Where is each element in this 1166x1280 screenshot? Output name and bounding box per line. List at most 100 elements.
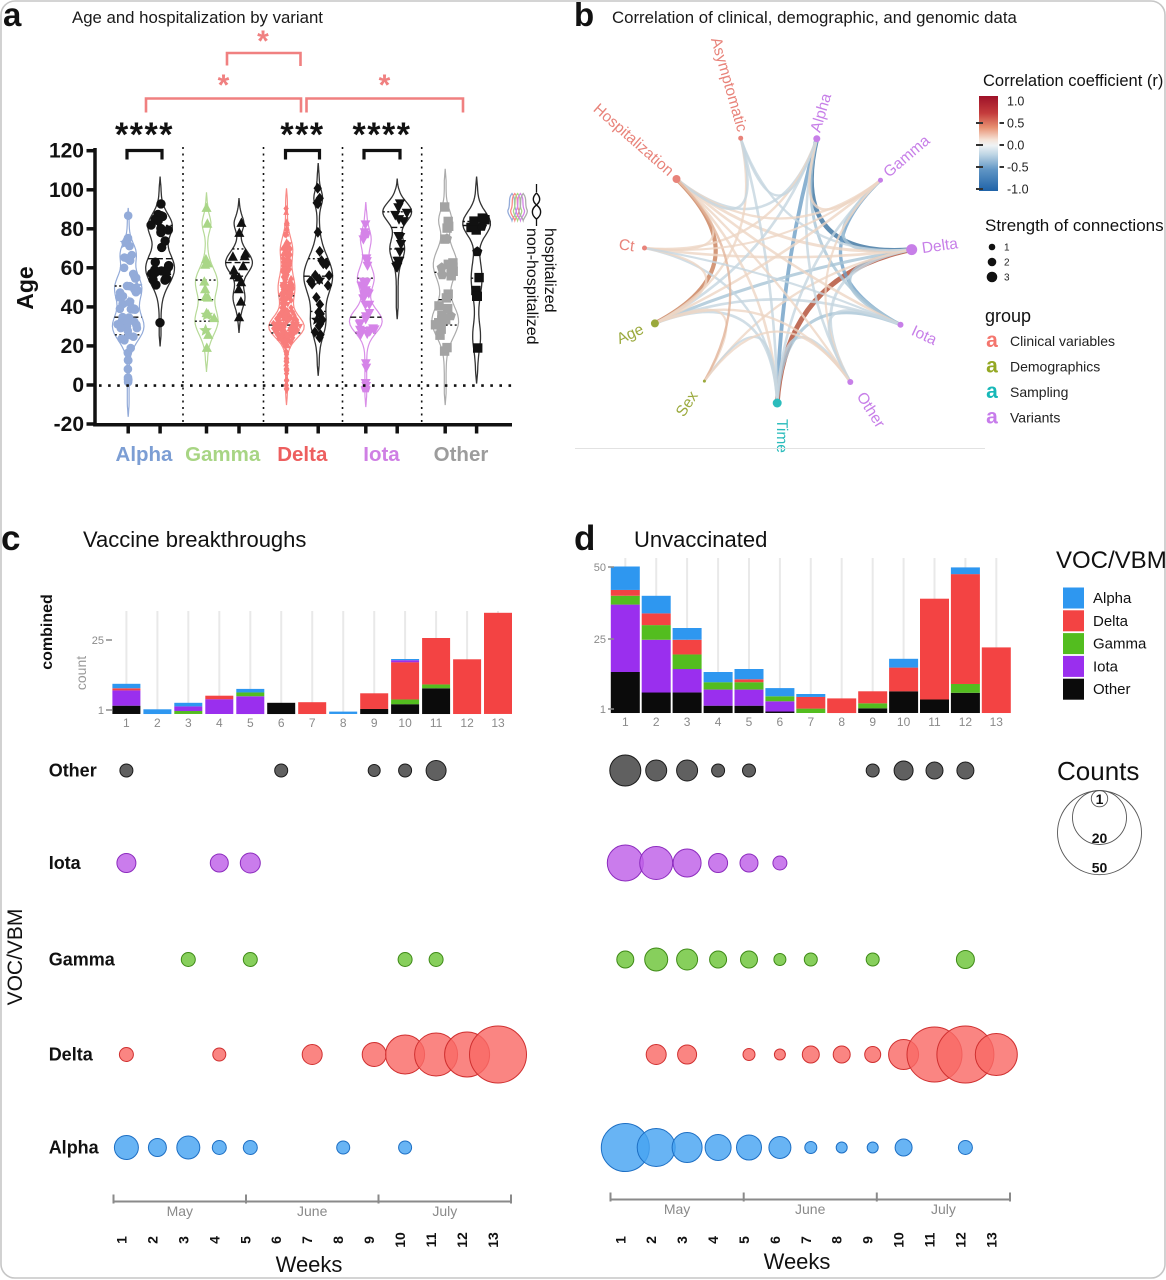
svg-text:June: June	[795, 1201, 826, 1217]
svg-text:Sampling: Sampling	[1010, 384, 1068, 400]
svg-text:1: 1	[612, 1236, 628, 1244]
svg-text:May: May	[167, 1203, 193, 1219]
svg-text:20: 20	[61, 335, 84, 358]
svg-text:5: 5	[736, 1236, 752, 1244]
svg-text:6: 6	[268, 1236, 284, 1244]
svg-text:11: 11	[922, 1232, 938, 1247]
svg-text:2: 2	[653, 715, 660, 729]
svg-text:a: a	[986, 355, 998, 378]
svg-text:4: 4	[705, 1236, 721, 1244]
svg-text:100: 100	[49, 179, 84, 202]
svg-text:-0.5: -0.5	[1007, 161, 1029, 175]
svg-text:0.5: 0.5	[1007, 117, 1024, 131]
svg-text:Delta: Delta	[921, 235, 960, 257]
svg-text:8: 8	[330, 1236, 346, 1244]
svg-text:c: c	[1, 519, 20, 558]
svg-text:3: 3	[185, 716, 192, 730]
svg-text:12: 12	[959, 715, 973, 729]
svg-text:a: a	[986, 406, 998, 429]
svg-text:3: 3	[674, 1236, 690, 1244]
svg-text:0.0: 0.0	[1007, 139, 1024, 153]
svg-text:4: 4	[715, 715, 722, 729]
svg-text:VOC/VBM: VOC/VBM	[4, 909, 27, 1006]
svg-text:50: 50	[594, 562, 606, 574]
svg-text:-1.0: -1.0	[1007, 183, 1029, 197]
svg-text:Iota: Iota	[363, 443, 400, 466]
svg-text:Other: Other	[1093, 681, 1131, 698]
svg-text:50: 50	[1092, 860, 1108, 876]
svg-text:12: 12	[952, 1232, 968, 1248]
svg-text:Iota: Iota	[49, 853, 82, 873]
svg-text:6: 6	[278, 716, 285, 730]
svg-text:1: 1	[600, 704, 606, 716]
svg-text:d: d	[574, 519, 595, 558]
svg-text:8: 8	[838, 715, 845, 729]
svg-text:3: 3	[1004, 273, 1010, 284]
svg-text:Age and hospitalization by var: Age and hospitalization by variant	[72, 8, 323, 27]
svg-text:4: 4	[206, 1236, 222, 1244]
svg-text:hospitalized: hospitalized	[541, 228, 558, 313]
svg-text:1: 1	[123, 716, 130, 730]
svg-text:Time: Time	[773, 419, 790, 453]
svg-text:10: 10	[392, 1232, 408, 1248]
svg-text:****: ****	[353, 116, 412, 154]
svg-text:60: 60	[61, 257, 84, 280]
svg-text:1: 1	[1004, 243, 1010, 254]
svg-text:Strength of connections: Strength of connections	[985, 216, 1164, 235]
svg-text:Delta: Delta	[1093, 613, 1129, 630]
svg-text:****: ****	[115, 116, 174, 154]
svg-text:June: June	[297, 1203, 328, 1219]
svg-text:1: 1	[113, 1236, 129, 1244]
svg-text:13: 13	[485, 1232, 501, 1248]
svg-text:13: 13	[990, 715, 1004, 729]
svg-text:1.0: 1.0	[1007, 95, 1024, 109]
svg-text:7: 7	[798, 1236, 814, 1244]
svg-text:b: b	[574, 0, 594, 33]
svg-text:5: 5	[746, 715, 753, 729]
svg-text:2: 2	[144, 1236, 160, 1244]
svg-text:8: 8	[829, 1236, 845, 1244]
svg-text:9: 9	[371, 716, 378, 730]
svg-text:combined: combined	[39, 594, 56, 670]
svg-text:a: a	[986, 380, 998, 403]
svg-text:Alpha: Alpha	[49, 1138, 100, 1158]
svg-text:Correlation of clinical, demog: Correlation of clinical, demographic, an…	[612, 8, 1018, 27]
svg-text:May: May	[664, 1201, 690, 1217]
svg-text:Clinical variables: Clinical variables	[1010, 333, 1115, 349]
svg-text:1: 1	[622, 715, 629, 729]
svg-text:*: *	[257, 25, 269, 58]
svg-text:120: 120	[49, 140, 84, 163]
svg-text:9: 9	[869, 715, 876, 729]
svg-text:Vaccine breakthroughs: Vaccine breakthroughs	[83, 527, 306, 552]
svg-text:Ct: Ct	[618, 236, 637, 255]
svg-text:10: 10	[891, 1232, 907, 1248]
svg-text:Other: Other	[49, 761, 97, 781]
svg-text:10: 10	[897, 715, 911, 729]
svg-text:10: 10	[398, 716, 412, 730]
svg-text:12: 12	[460, 716, 474, 730]
svg-text:2: 2	[1004, 258, 1010, 269]
svg-text:20: 20	[1092, 830, 1108, 846]
svg-text:Unvaccinated: Unvaccinated	[634, 527, 767, 552]
svg-text:13: 13	[983, 1232, 999, 1248]
svg-text:a: a	[986, 329, 998, 352]
svg-text:25: 25	[92, 635, 104, 647]
svg-text:1: 1	[1096, 791, 1104, 807]
svg-text:Variants: Variants	[1010, 410, 1060, 426]
svg-text:July: July	[931, 1201, 956, 1217]
svg-text:3: 3	[684, 715, 691, 729]
svg-text:Correlation coefficient (r): Correlation coefficient (r)	[983, 72, 1163, 90]
svg-text:Age: Age	[12, 266, 38, 309]
svg-text:6: 6	[767, 1236, 783, 1244]
svg-text:-20: -20	[54, 413, 84, 436]
svg-text:2: 2	[154, 716, 161, 730]
svg-text:Weeks: Weeks	[764, 1249, 831, 1274]
svg-text:VOC/VBM: VOC/VBM	[1056, 547, 1166, 574]
svg-text:12: 12	[454, 1232, 470, 1248]
svg-text:4: 4	[216, 716, 223, 730]
svg-text:a: a	[3, 0, 22, 33]
svg-text:Gamma: Gamma	[49, 950, 116, 970]
svg-text:Gamma: Gamma	[1093, 636, 1147, 653]
svg-text:3: 3	[175, 1236, 191, 1244]
svg-text:*: *	[379, 69, 391, 102]
